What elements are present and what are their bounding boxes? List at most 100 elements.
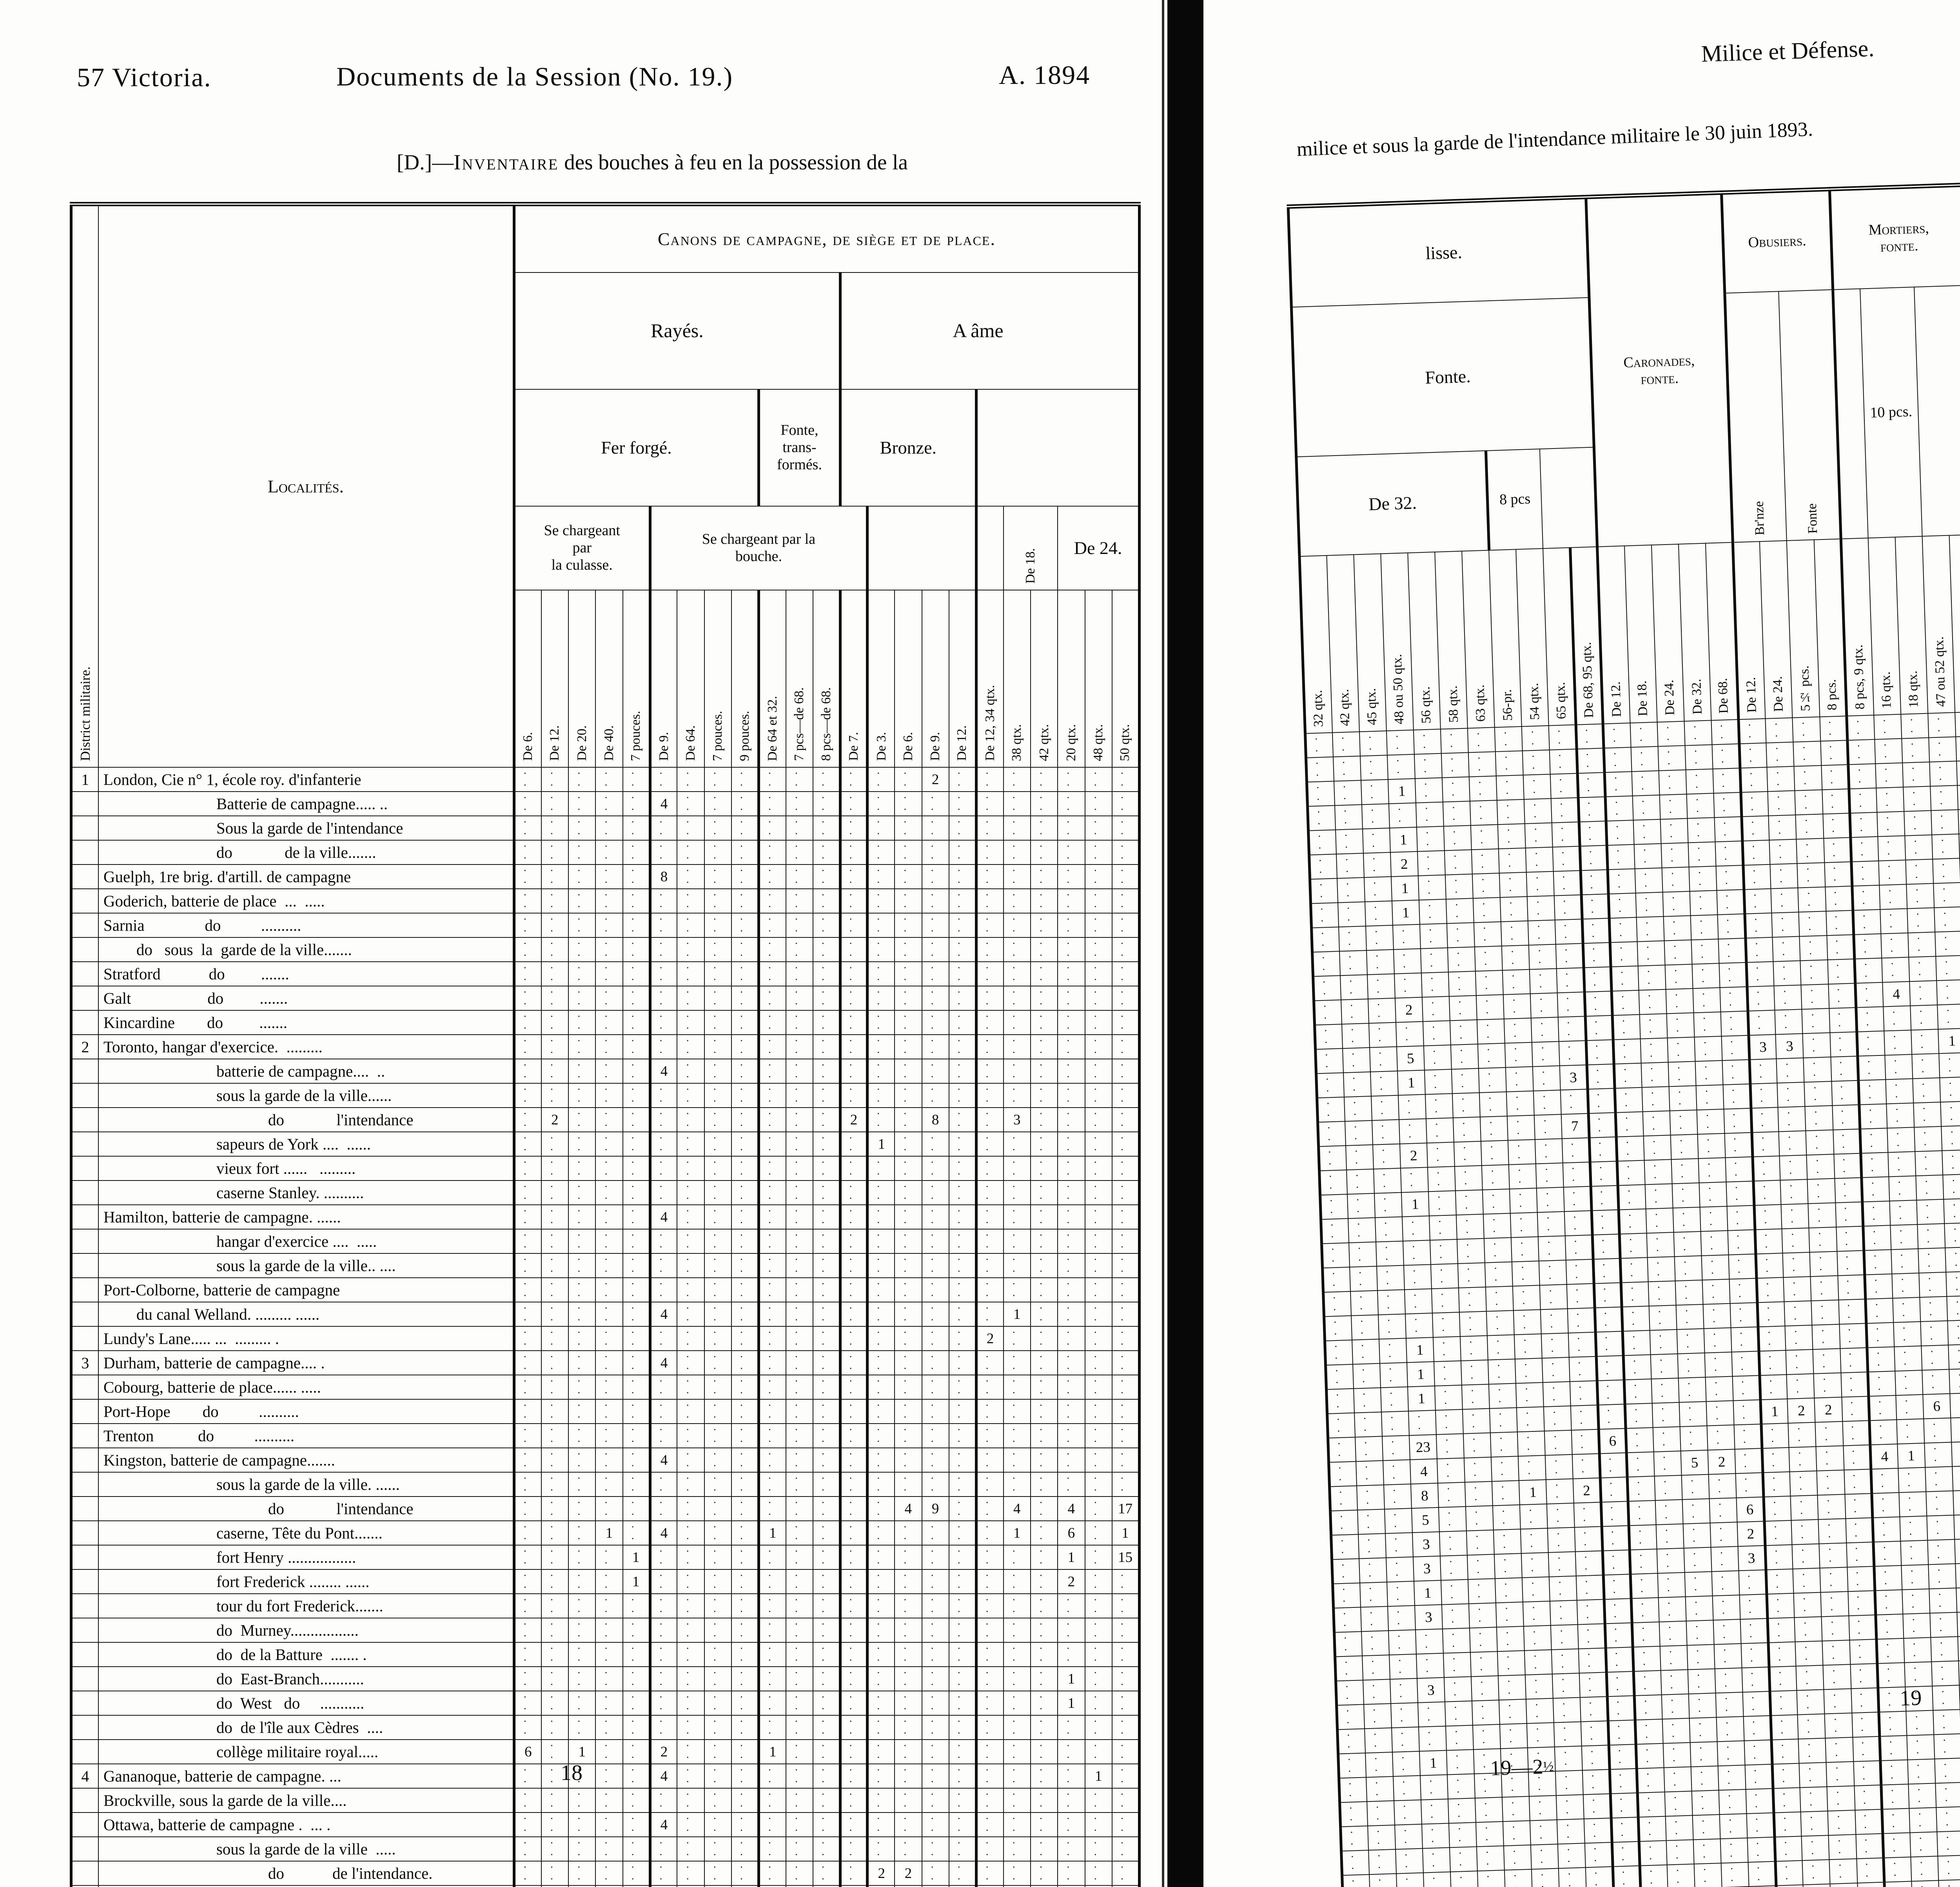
district-cell bbox=[71, 1399, 98, 1424]
value-cell bbox=[976, 1667, 1003, 1691]
value-cell bbox=[1316, 1073, 1344, 1098]
value-cell bbox=[1486, 1286, 1514, 1311]
value-cell bbox=[1421, 1799, 1449, 1824]
value-cell bbox=[1447, 923, 1475, 948]
value-cell bbox=[1636, 917, 1664, 942]
value-cell bbox=[1670, 1110, 1697, 1135]
value-cell bbox=[949, 1181, 976, 1205]
value-cell bbox=[1763, 1472, 1791, 1497]
value-cell bbox=[1610, 1769, 1637, 1794]
value-cell bbox=[1085, 1375, 1112, 1399]
value-cell bbox=[1405, 1313, 1433, 1338]
value-cell bbox=[1740, 1594, 1768, 1619]
value-cell bbox=[1680, 1426, 1708, 1451]
value-cell bbox=[1875, 739, 1902, 764]
value-cell bbox=[1771, 888, 1799, 913]
value-cell bbox=[1421, 972, 1449, 997]
value-cell bbox=[1112, 1229, 1140, 1253]
value-cell bbox=[595, 962, 622, 986]
value-cell bbox=[568, 1156, 595, 1181]
value-cell bbox=[1713, 1595, 1740, 1620]
value-cell bbox=[1456, 1214, 1484, 1239]
value-cell bbox=[1826, 1737, 1853, 1762]
value-cell: 6 bbox=[1923, 1394, 1951, 1419]
value-cell bbox=[623, 1108, 650, 1132]
value-cell bbox=[568, 1010, 595, 1035]
district-cell bbox=[71, 1424, 98, 1448]
value-cell bbox=[1916, 1175, 1944, 1200]
value-cell bbox=[1838, 1275, 1866, 1300]
value-cell bbox=[1828, 1810, 1856, 1835]
value-cell bbox=[840, 816, 867, 840]
value-cell bbox=[1472, 873, 1500, 898]
value-cell bbox=[1085, 1083, 1112, 1108]
value-cell bbox=[731, 937, 759, 962]
value-cell bbox=[1335, 805, 1363, 830]
value-cell bbox=[1559, 1867, 1586, 1887]
value-cell bbox=[1452, 1093, 1480, 1118]
value-cell bbox=[1719, 1789, 1747, 1814]
district-cell bbox=[71, 1156, 98, 1181]
value-cell bbox=[704, 1010, 731, 1035]
value-cell bbox=[1683, 1523, 1711, 1548]
value-cell bbox=[1657, 1548, 1684, 1573]
value-cell bbox=[1058, 1740, 1085, 1764]
value-cell bbox=[1340, 1802, 1368, 1827]
value-cell bbox=[949, 1472, 976, 1497]
value-cell bbox=[1394, 1800, 1422, 1825]
value-cell bbox=[1004, 1740, 1031, 1764]
value-cell bbox=[1855, 1809, 1883, 1834]
value-cell bbox=[976, 1083, 1003, 1108]
value-cell bbox=[949, 1399, 976, 1424]
value-cell bbox=[1479, 1068, 1506, 1093]
value-cell bbox=[1528, 920, 1556, 945]
value-cell bbox=[1031, 840, 1058, 864]
value-cell bbox=[895, 1740, 922, 1764]
value-cell bbox=[1031, 1010, 1058, 1035]
value-cell bbox=[1031, 1059, 1058, 1083]
value-cell bbox=[1905, 835, 1933, 860]
value-cell bbox=[786, 1472, 813, 1497]
value-cell bbox=[1526, 1698, 1554, 1724]
value-cell bbox=[1004, 792, 1031, 816]
column-label-text: 16 qtx. bbox=[1879, 667, 1894, 712]
value-cell bbox=[1444, 1676, 1472, 1702]
de18-group-header: De 18. bbox=[1004, 506, 1058, 590]
value-cell bbox=[1798, 887, 1826, 912]
value-cell bbox=[623, 1083, 650, 1108]
de18-label: De 18. bbox=[1024, 544, 1037, 588]
value-cell bbox=[1945, 1247, 1960, 1272]
value-cell bbox=[595, 1253, 622, 1278]
column-label-text: De 68, 95 qtx. bbox=[1580, 638, 1596, 722]
value-cell bbox=[1653, 1427, 1681, 1452]
value-cell bbox=[895, 1278, 922, 1302]
value-cell bbox=[1112, 1813, 1140, 1837]
value-cell bbox=[514, 1788, 541, 1813]
value-cell bbox=[1692, 1790, 1720, 1815]
value-cell bbox=[1349, 1242, 1377, 1267]
value-cell bbox=[1673, 1231, 1701, 1257]
value-cell bbox=[1643, 1135, 1671, 1160]
value-cell bbox=[1031, 767, 1058, 792]
value-cell bbox=[1478, 1043, 1506, 1068]
value-cell bbox=[1743, 864, 1771, 890]
value-cell bbox=[813, 792, 840, 816]
value-cell bbox=[1591, 1186, 1619, 1211]
value-cell bbox=[1085, 1521, 1112, 1545]
value-cell bbox=[677, 1035, 704, 1059]
value-cell bbox=[1873, 1541, 1901, 1566]
value-cell bbox=[1812, 1324, 1840, 1349]
value-cell bbox=[976, 1642, 1003, 1667]
value-cell bbox=[1663, 915, 1691, 941]
value-cell bbox=[1333, 756, 1361, 781]
value-cell bbox=[514, 840, 541, 864]
column-label-text: 50 qtx. bbox=[1118, 720, 1132, 765]
value-cell bbox=[704, 1472, 731, 1497]
value-cell bbox=[1712, 1571, 1740, 1596]
value-cell bbox=[514, 1497, 541, 1521]
value-cell bbox=[1725, 1133, 1753, 1158]
district-cell bbox=[71, 1569, 98, 1594]
value-cell bbox=[731, 1837, 759, 1861]
value-cell bbox=[840, 1253, 867, 1278]
value-cell bbox=[623, 1740, 650, 1764]
